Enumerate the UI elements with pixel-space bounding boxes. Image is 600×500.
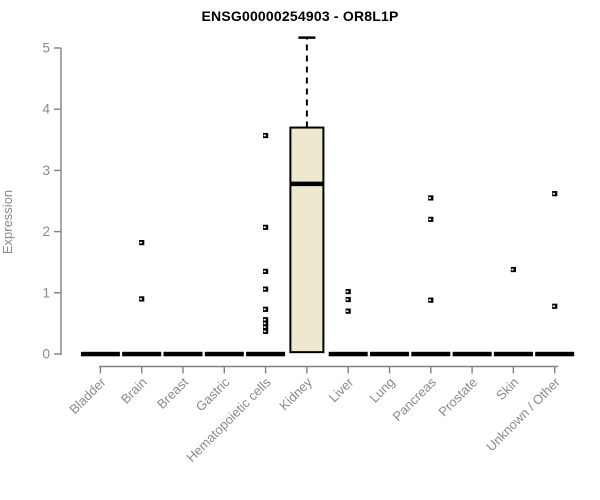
chart-title: ENSG00000254903 - OR8L1P: [201, 8, 399, 24]
collapsed-box-unknown-other: [535, 351, 575, 357]
y-tick-label: 3: [42, 163, 50, 178]
outlier-point-notch: [428, 299, 431, 301]
collapsed-box-brain: [122, 351, 162, 357]
y-tick-label: 4: [42, 102, 50, 117]
outlier-point-notch: [263, 288, 266, 290]
outlier-point-notch: [346, 298, 349, 301]
collapsed-box-prostate: [452, 351, 492, 357]
collapsed-box-skin: [493, 351, 533, 357]
y-tick-label: 2: [42, 224, 50, 239]
x-tick-label-liver: Liver: [326, 374, 357, 405]
x-tick-label-prostate: Prostate: [435, 375, 480, 420]
collapsed-box-pancreas: [411, 351, 451, 357]
outlier-point-notch: [139, 241, 142, 244]
outlier-point-notch: [263, 226, 266, 229]
outlier-point-notch: [511, 268, 514, 271]
outlier-point-notch: [263, 134, 266, 137]
outlier-point-notch: [346, 290, 349, 293]
x-tick-label-gastric: Gastric: [193, 374, 233, 414]
outlier-point-notch: [263, 330, 266, 333]
x-tick-label-kidney: Kidney: [276, 374, 315, 413]
collapsed-box-lung: [370, 351, 409, 357]
x-tick-label-unknown-other: Unknown / Other: [483, 374, 563, 454]
x-tick-label-skin: Skin: [493, 375, 521, 403]
x-tick-label-brain: Brain: [118, 375, 150, 407]
collapsed-box-bladder: [80, 351, 120, 357]
outlier-point-notch: [263, 322, 266, 325]
x-tick-label-pancreas: Pancreas: [389, 374, 439, 424]
y-tick-label: 5: [42, 41, 50, 56]
outlier-point-notch: [263, 326, 266, 328]
y-tick-label: 1: [42, 285, 50, 300]
outlier-point-notch: [552, 192, 555, 195]
collapsed-box-gastric: [204, 351, 244, 357]
collapsed-box-liver: [328, 351, 368, 357]
outlier-point-notch: [346, 310, 349, 312]
outlier-point-notch: [139, 298, 142, 300]
outlier-point-notch: [428, 218, 431, 221]
outlier-point-notch: [263, 308, 266, 311]
y-tick-label: 0: [42, 347, 50, 362]
collapsed-box-breast: [163, 351, 203, 357]
outlier-point-notch: [263, 270, 266, 273]
x-tick-label-breast: Breast: [154, 374, 191, 411]
outlier-point-notch: [263, 318, 266, 321]
x-tick-label-bladder: Bladder: [66, 374, 109, 417]
outlier-point-notch: [552, 305, 555, 308]
outlier-point-notch: [428, 197, 431, 199]
box-kidney: [289, 126, 325, 354]
collapsed-box-hematopoietic-cells: [246, 351, 286, 357]
x-tick-label-lung: Lung: [367, 375, 398, 406]
